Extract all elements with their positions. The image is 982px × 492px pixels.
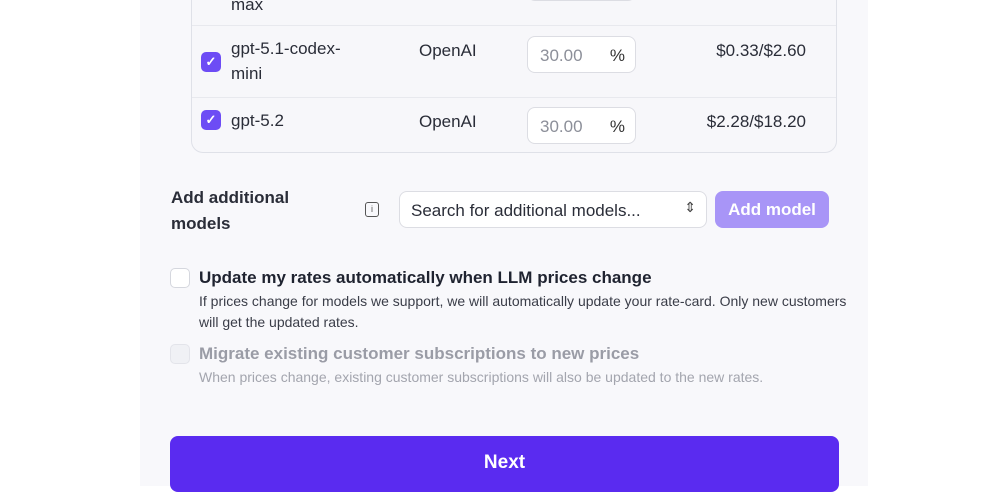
migrate-checkbox[interactable] (170, 344, 190, 364)
next-button[interactable]: Next (170, 436, 839, 492)
table-row: ✓ gpt-5.1-codex-mini OpenAI 30.00% $0.33… (192, 25, 836, 97)
info-icon[interactable]: i (365, 202, 379, 217)
chevron-up-down-icon: ⇕ (684, 199, 696, 215)
markup-input[interactable] (527, 0, 636, 1)
checkbox-checked[interactable]: ✓ (201, 52, 221, 72)
auto-update-checkbox[interactable] (170, 268, 190, 288)
markup-input[interactable]: 30.00% (527, 107, 636, 144)
model-search-select[interactable]: Search for additional models... ⇕ (399, 191, 707, 228)
add-models-label: Add additional models (171, 188, 290, 233)
add-model-button[interactable]: Add model (715, 191, 829, 228)
table-row: ✓ gpt-5.2 OpenAI 30.00% $2.28/$18.20 (192, 97, 836, 153)
models-table: ✓ max ✓ gpt-5.1-codex-mini OpenAI 30.00%… (191, 0, 837, 153)
table-row: ✓ max (192, 0, 836, 25)
markup-input[interactable]: 30.00% (527, 36, 636, 73)
checkbox-checked[interactable]: ✓ (201, 110, 221, 130)
